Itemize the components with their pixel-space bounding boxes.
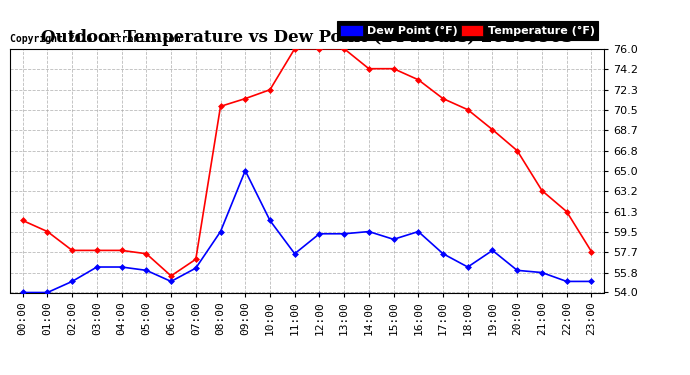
- Text: Copyright 2016 Cartronics.com: Copyright 2016 Cartronics.com: [10, 34, 181, 44]
- Legend: Dew Point (°F), Temperature (°F): Dew Point (°F), Temperature (°F): [337, 21, 598, 39]
- Title: Outdoor Temperature vs Dew Point (24 Hours) 20160903: Outdoor Temperature vs Dew Point (24 Hou…: [41, 29, 573, 46]
